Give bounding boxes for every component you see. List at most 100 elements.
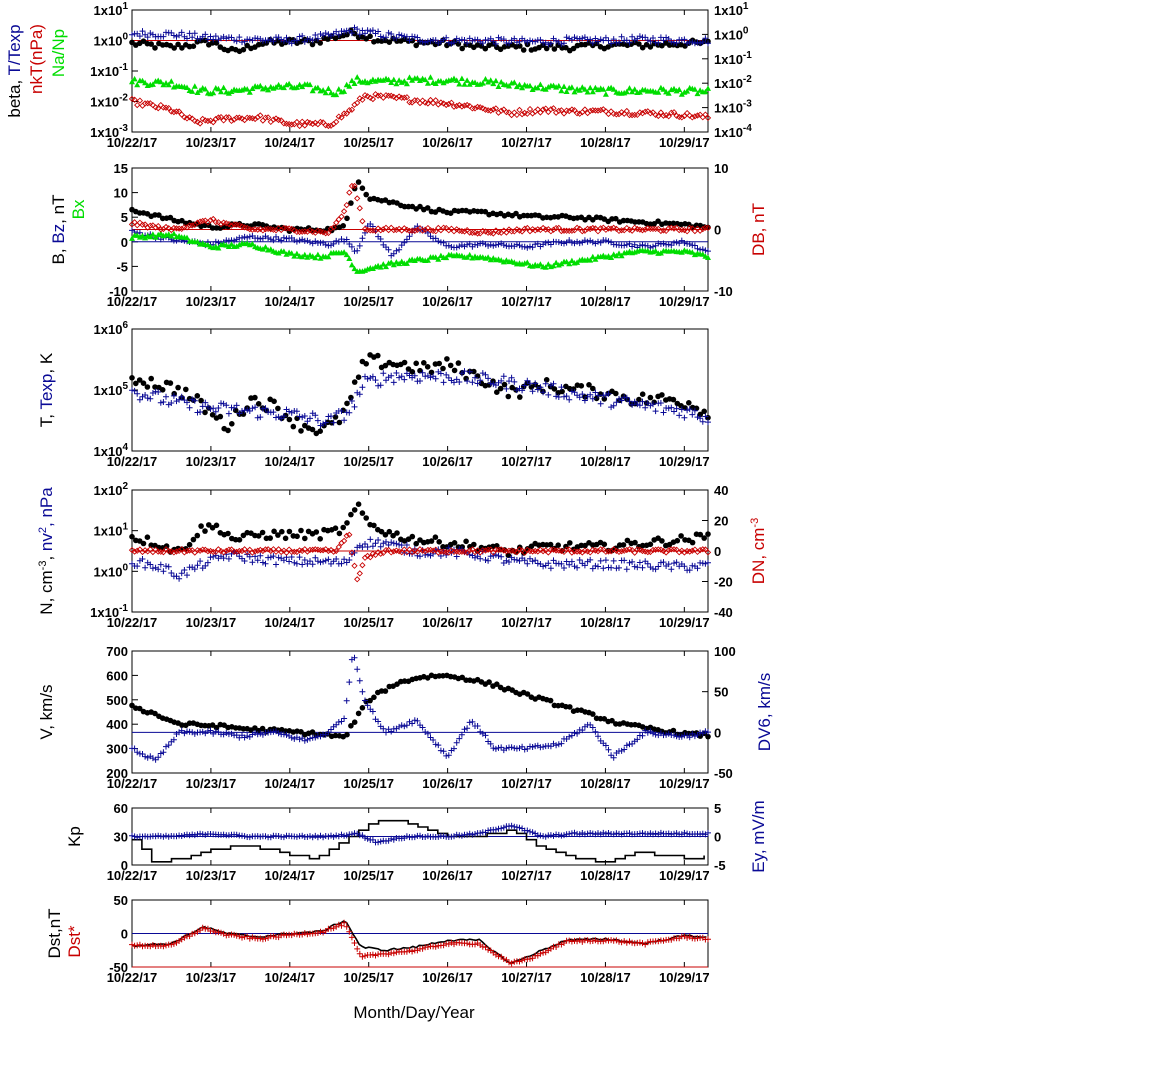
data-point <box>212 33 219 40</box>
data-point <box>359 832 366 839</box>
data-point <box>254 235 261 242</box>
data-point <box>524 560 531 567</box>
data-point <box>190 536 197 543</box>
data-point <box>325 729 332 736</box>
data-point <box>477 555 484 562</box>
data-point <box>605 548 612 555</box>
data-point <box>229 421 235 427</box>
data-point <box>239 235 245 241</box>
data-point <box>372 952 379 959</box>
data-point <box>520 47 527 53</box>
data-point <box>621 242 628 249</box>
x-tick-label: 10/26/17 <box>422 135 473 150</box>
data-point <box>129 387 135 394</box>
data-point <box>542 833 549 840</box>
data-point <box>579 391 586 398</box>
y-right-tick-label: -10 <box>714 284 733 299</box>
data-point <box>542 39 549 46</box>
data-point <box>377 264 384 270</box>
data-point <box>197 409 204 415</box>
data-point <box>173 108 180 115</box>
x-tick-label: 10/28/17 <box>580 868 631 883</box>
data-point <box>367 375 374 381</box>
data-point <box>609 717 615 724</box>
data-point <box>440 239 447 246</box>
data-point <box>626 830 633 837</box>
data-point <box>393 94 400 102</box>
data-point <box>508 744 515 751</box>
x-tick-label: 10/25/17 <box>343 135 394 150</box>
panel-density: 10/22/17 10/23/17 10/24/17 10/25/17 10/26/17… <box>37 481 768 630</box>
data-point <box>450 548 458 556</box>
data-point <box>301 737 308 744</box>
data-point <box>390 950 397 957</box>
data-point <box>309 37 316 44</box>
data-point <box>380 725 387 732</box>
data-point <box>563 393 570 400</box>
data-point <box>299 561 306 568</box>
data-point <box>623 546 630 554</box>
data-point <box>456 735 463 742</box>
data-point <box>587 225 594 233</box>
data-point <box>537 81 544 87</box>
data-point <box>484 546 492 553</box>
data-point <box>578 383 585 389</box>
data-point <box>413 540 420 547</box>
data-point <box>288 225 295 233</box>
data-point <box>566 733 573 740</box>
data-point <box>437 747 444 754</box>
data-point <box>155 389 162 395</box>
data-point <box>293 37 300 44</box>
data-point <box>587 257 594 263</box>
data-point <box>335 238 342 245</box>
data-point <box>133 380 139 387</box>
data-point <box>291 227 298 234</box>
data-point <box>492 745 499 752</box>
data-point <box>333 237 340 244</box>
data-point <box>351 719 358 725</box>
data-point <box>233 402 240 409</box>
data-point <box>587 830 594 836</box>
data-point <box>490 38 497 45</box>
data-point <box>191 832 198 839</box>
data-point <box>492 826 499 833</box>
data-point <box>485 37 492 44</box>
data-point <box>694 112 701 119</box>
data-point <box>424 833 431 840</box>
data-point <box>249 240 256 247</box>
data-point <box>351 80 358 86</box>
data-point <box>338 114 345 121</box>
data-point <box>636 402 643 409</box>
data-point <box>249 549 256 556</box>
data-point <box>186 547 193 554</box>
data-point <box>634 564 641 571</box>
data-point <box>225 427 231 434</box>
data-point <box>601 716 608 722</box>
data-point <box>445 227 452 234</box>
data-point <box>432 534 439 540</box>
data-point <box>257 935 264 942</box>
data-point <box>424 546 432 554</box>
data-point <box>524 244 531 251</box>
data-point <box>524 259 531 265</box>
data-point <box>403 94 411 101</box>
data-point <box>424 730 431 737</box>
data-point <box>217 221 225 228</box>
data-point <box>639 830 646 837</box>
data-point <box>602 237 609 244</box>
data-point <box>238 547 246 555</box>
data-point <box>406 227 413 235</box>
data-point <box>551 386 558 392</box>
data-point <box>602 557 609 564</box>
data-point <box>608 254 615 260</box>
y-right-tick-label: 1x10-3 <box>714 99 752 116</box>
data-point <box>487 241 494 248</box>
x-tick-label: 10/29/17 <box>659 868 710 883</box>
data-point <box>539 106 547 113</box>
data-point <box>184 234 190 241</box>
data-point <box>568 938 575 945</box>
data-point <box>262 935 269 942</box>
data-point <box>639 732 646 739</box>
series-line <box>132 819 705 863</box>
data-point <box>304 237 311 244</box>
